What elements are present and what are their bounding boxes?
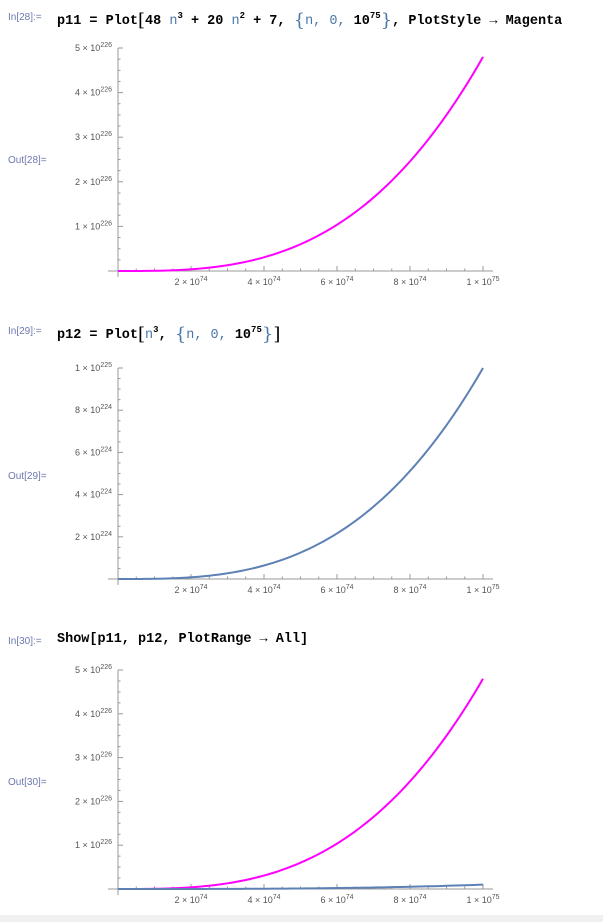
series-line-2: [118, 883, 484, 890]
output-label: Out[30]=: [8, 777, 47, 788]
y-tick-label: 3 × 10226: [75, 752, 112, 763]
x-tick-label: 1 × 1075: [466, 276, 499, 287]
x-tick-label: 4 × 1074: [247, 894, 280, 905]
y-tick-label: 6 × 10224: [75, 446, 112, 457]
y-tick-label: 2 × 10226: [75, 795, 112, 806]
window-bottom-edge: [0, 915, 603, 922]
x-tick-label: 8 × 1074: [393, 276, 426, 287]
input-label: In[30]:=: [8, 636, 42, 647]
output-label: Out[28]=: [8, 155, 47, 166]
series-line-1: [118, 678, 484, 890]
y-tick-label: 5 × 10226: [75, 42, 112, 53]
series-line-1: [118, 367, 484, 580]
x-tick-label: 1 × 1075: [466, 894, 499, 905]
output-label: Out[29]=: [8, 471, 47, 482]
series-line-1: [118, 56, 484, 272]
input-code[interactable]: Show[p11, p12, PlotRange → All]: [57, 632, 309, 647]
y-tick-label: 4 × 10226: [75, 87, 112, 98]
y-tick-label: 8 × 10224: [75, 404, 112, 415]
y-tick-label: 1 × 10225: [75, 362, 112, 373]
y-tick-label: 2 × 10226: [75, 176, 112, 187]
y-tick-label: 3 × 10226: [75, 131, 112, 142]
x-tick-label: 2 × 1074: [174, 584, 207, 595]
y-tick-label: 1 × 10226: [75, 220, 112, 231]
x-tick-label: 6 × 1074: [320, 894, 353, 905]
output-plot-29: 2 × 1074 4 × 1074 6 × 1074 8 × 1074 1 × 1075…: [75, 362, 500, 595]
x-tick-label: 4 × 1074: [247, 584, 280, 595]
x-tick-label: 8 × 1074: [393, 894, 426, 905]
y-tick-label: 5 × 10226: [75, 664, 112, 675]
x-tick-label: 1 × 1075: [466, 584, 499, 595]
y-tick-label: 4 × 10226: [75, 708, 112, 719]
input-code[interactable]: p11 = Plot[48 n3 + 20 n2 + 7, {n, 0, 107…: [57, 10, 563, 31]
y-tick-label: 4 × 10224: [75, 489, 112, 500]
input-code[interactable]: p12 = Plot[n3, {n, 0, 1075}]: [57, 324, 281, 345]
y-tick-label: 1 × 10226: [75, 839, 112, 850]
output-plot-28: 2 × 1074 4 × 1074 6 × 1074 8 × 1074 1 × 1075…: [75, 42, 500, 287]
x-tick-label: 8 × 1074: [393, 584, 426, 595]
output-plot-30: 2 × 1074 4 × 1074 6 × 1074 8 × 1074 1 × 1075…: [75, 664, 500, 905]
x-tick-label: 6 × 1074: [320, 276, 353, 287]
input-label: In[29]:=: [8, 326, 42, 337]
x-tick-label: 2 × 1074: [174, 894, 207, 905]
input-label: In[28]:=: [8, 12, 42, 23]
x-tick-label: 6 × 1074: [320, 584, 353, 595]
x-tick-label: 4 × 1074: [247, 276, 280, 287]
x-tick-label: 2 × 1074: [174, 276, 207, 287]
y-tick-label: 2 × 10224: [75, 531, 112, 542]
